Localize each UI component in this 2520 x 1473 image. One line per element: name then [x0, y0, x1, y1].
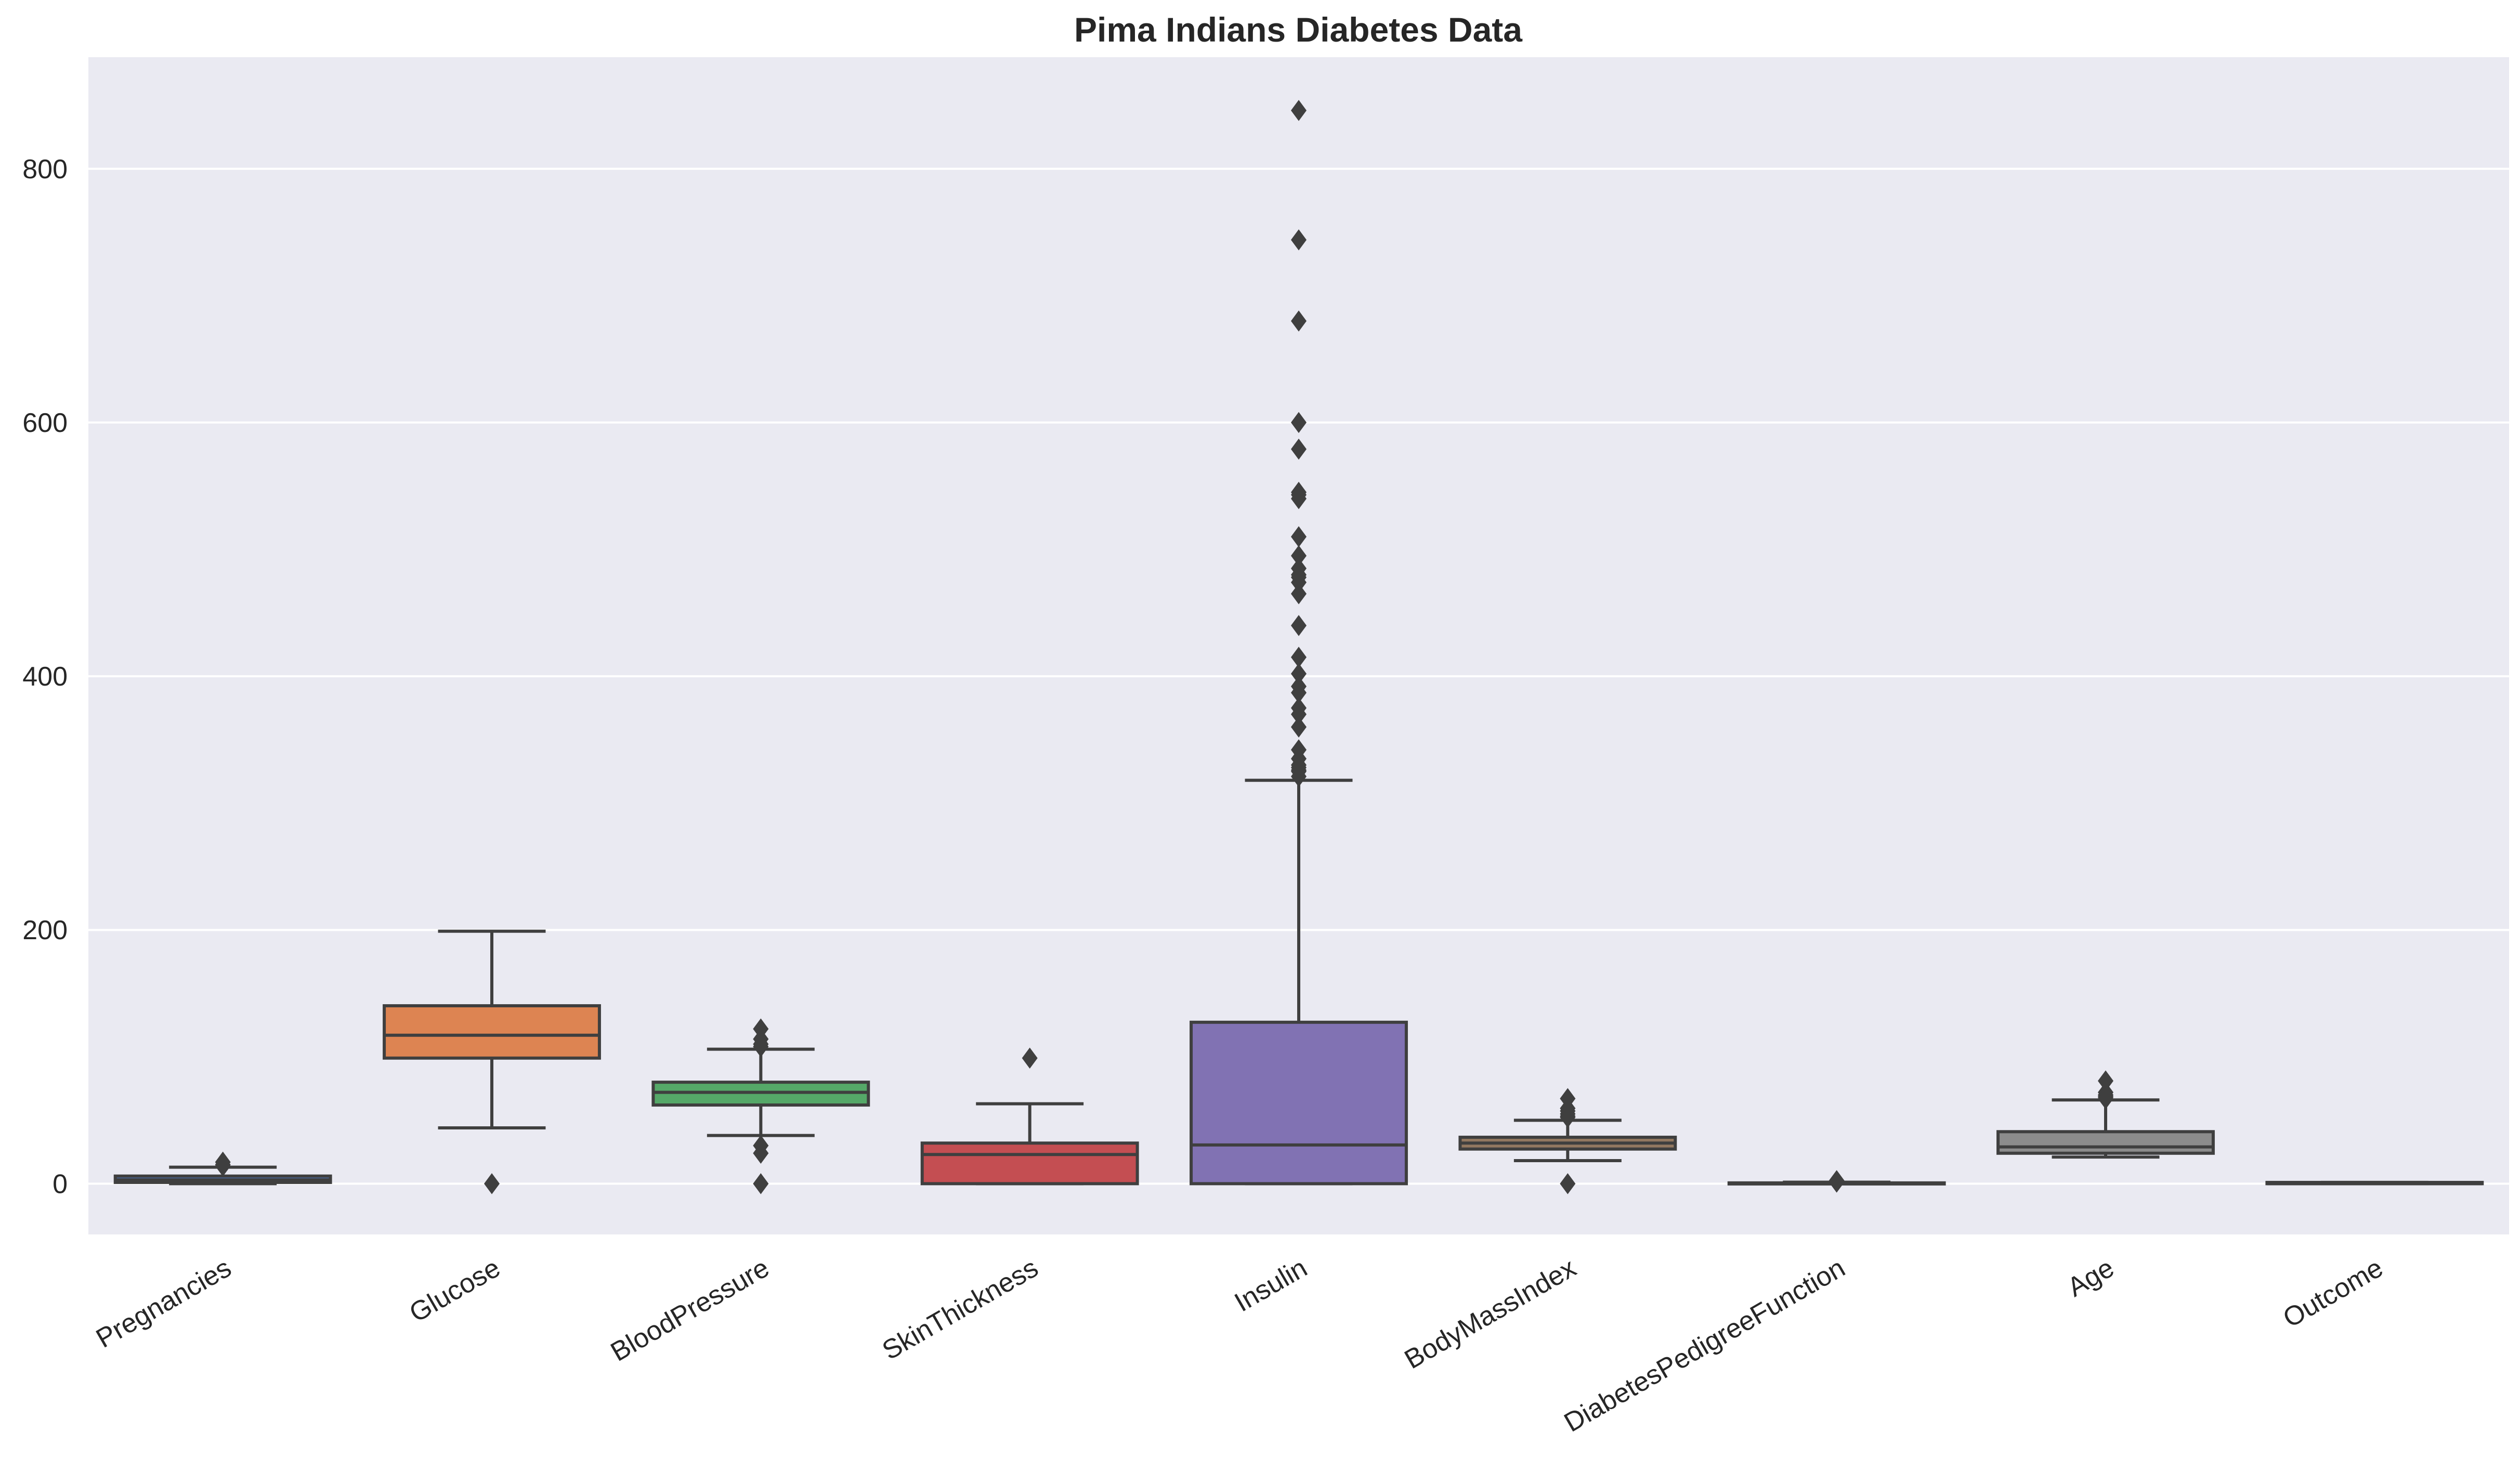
y-tick-label: 0: [53, 1169, 68, 1199]
x-tick-label: BodyMassIndex: [1400, 1253, 1581, 1375]
outlier-point: [1291, 412, 1307, 433]
outlier-point: [1291, 526, 1307, 547]
box-Pregnancies: [113, 1151, 332, 1186]
x-tick-label: DiabetesPedigreeFunction: [1559, 1253, 1850, 1438]
outlier-point: [1291, 697, 1307, 719]
y-tick-label: 800: [22, 154, 68, 185]
y-tick-label: 600: [22, 408, 68, 438]
outlier-point: [1291, 100, 1307, 121]
outlier-point: [2098, 1082, 2113, 1103]
outlier-point: [1291, 647, 1307, 668]
outlier-point: [1291, 310, 1307, 332]
outlier-point: [1291, 663, 1307, 685]
box-Glucose: [383, 929, 601, 1194]
box-iqr: [920, 1141, 1139, 1186]
box-Outcome: [2265, 1180, 2484, 1186]
outlier-point: [1291, 438, 1307, 460]
outlier-point: [1560, 1088, 1576, 1109]
outlier-point: [1022, 1047, 1038, 1069]
outlier-point: [484, 1173, 500, 1194]
x-tick-label: BloodPressure: [606, 1253, 774, 1367]
outlier-point: [1291, 739, 1307, 760]
box-iqr: [1190, 1020, 1408, 1186]
x-tick-label: Age: [2062, 1253, 2119, 1303]
outlier-point: [1291, 676, 1307, 697]
outlier-point: [1291, 583, 1307, 604]
outlier-point: [2098, 1070, 2113, 1091]
outlier-point: [1291, 716, 1307, 738]
x-tick-label: Insulin: [1230, 1253, 1312, 1318]
box-Insulin: [1190, 100, 1408, 1186]
outlier-point: [1291, 615, 1307, 636]
outlier-point: [753, 1135, 769, 1156]
x-tick-labels: Pregnancies Glucose BloodPressure SkinThick…: [91, 1253, 2388, 1438]
box-Age: [1996, 1070, 2215, 1159]
box-SkinThickness: [920, 1047, 1139, 1186]
y-tick-label: 400: [22, 662, 68, 692]
box-DiabetesPedigreeFunction: [1727, 1170, 1946, 1193]
outlier-point: [753, 1173, 769, 1194]
outlier-point: [753, 1018, 769, 1040]
outlier-point: [1291, 481, 1307, 503]
outlier-point: [215, 1151, 231, 1173]
x-tick-label: Glucose: [404, 1253, 505, 1329]
box-BloodPressure: [651, 1018, 870, 1194]
outlier-point: [1291, 558, 1307, 579]
x-tick-label: Pregnancies: [91, 1253, 236, 1354]
chart-title: Pima Indians Diabetes Data: [1074, 10, 1523, 49]
box-iqr: [383, 1004, 601, 1060]
outlier-point: [1560, 1173, 1576, 1194]
x-tick-label: Outcome: [2278, 1253, 2388, 1334]
y-tick-labels: 0 200 400 600 800: [22, 154, 68, 1200]
outlier-point: [1291, 229, 1307, 251]
x-tick-label: SkinThickness: [877, 1253, 1043, 1366]
boxes: [113, 100, 2484, 1194]
outlier-point: [1829, 1170, 1845, 1191]
box-BodyMassIndex: [1458, 1088, 1677, 1194]
box-iqr: [1996, 1130, 2215, 1155]
y-tick-label: 200: [22, 915, 68, 945]
outlier-point: [1291, 545, 1307, 567]
